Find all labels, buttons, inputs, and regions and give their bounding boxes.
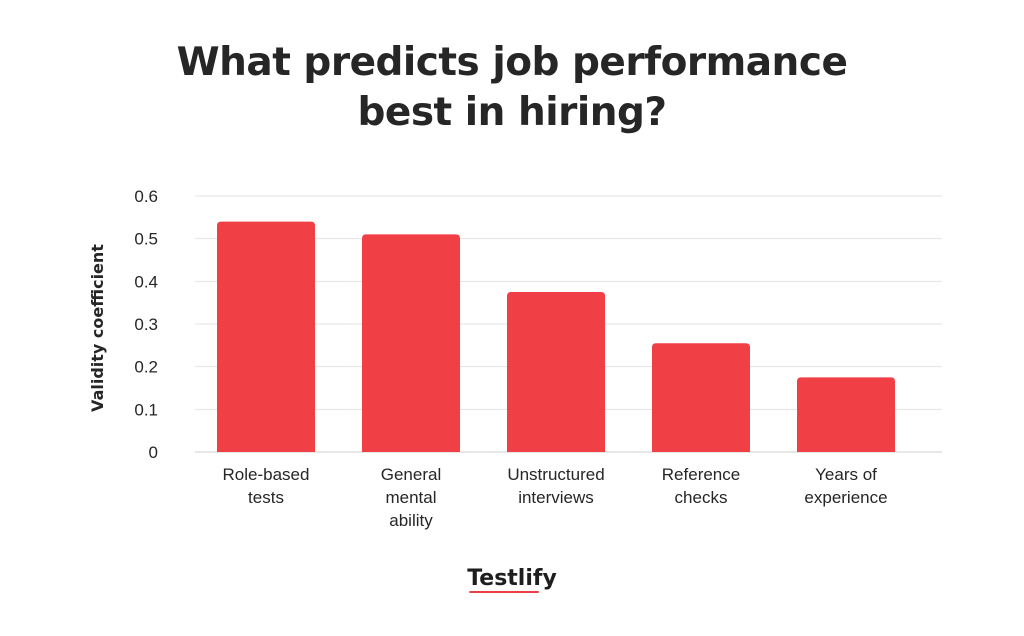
- x-tick-label: Unstructured interviews: [507, 465, 604, 507]
- x-tick-label: General mental ability: [381, 465, 441, 530]
- y-tick-label: 0.4: [134, 272, 158, 291]
- x-tick-label-line: General: [381, 465, 441, 484]
- x-tick-label-line: Years of: [815, 465, 877, 484]
- x-tick-label-line: Unstructured: [507, 465, 604, 484]
- bar: [652, 343, 750, 452]
- x-tick-label: Role-based tests: [223, 465, 310, 507]
- title-line-1: What predicts job performance: [176, 40, 848, 85]
- brand-name-text: Testlify: [467, 566, 557, 591]
- title-line-2: best in hiring?: [357, 90, 667, 135]
- x-tick-label-line: Reference: [662, 465, 740, 484]
- y-tick-label: 0: [149, 443, 158, 462]
- y-tick-label: 0.3: [134, 315, 158, 334]
- x-tick-label-line: tests: [248, 488, 284, 507]
- brand-logo: Testlify: [0, 566, 1024, 595]
- page-title: What predicts job performance best in hi…: [0, 38, 1024, 138]
- x-tick-label-line: checks: [675, 488, 728, 507]
- y-axis-label: Validity coefficient: [88, 244, 107, 412]
- bar: [797, 377, 895, 452]
- y-tick-label: 0.6: [134, 187, 158, 206]
- x-tick-label-line: mental: [385, 488, 436, 507]
- x-tick-label-line: Role-based: [223, 465, 310, 484]
- y-tick-label: 0.5: [134, 230, 158, 249]
- x-tick-label-line: experience: [804, 488, 887, 507]
- y-tick-label: 0.2: [134, 358, 158, 377]
- x-tick-label: Years of experience: [804, 465, 887, 507]
- x-tick-label-line: interviews: [518, 488, 594, 507]
- bar: [507, 292, 605, 452]
- x-tick-label-line: ability: [389, 511, 433, 530]
- y-tick-label: 0.1: [134, 400, 158, 419]
- bar: [217, 221, 315, 452]
- bar-chart: 0 0.1 0.2 0.3 0.4 0.5 0.6 Validity coefficient R…: [88, 187, 942, 530]
- x-tick-label: Reference checks: [662, 465, 740, 507]
- bar: [362, 234, 460, 452]
- brand-underline: [469, 591, 539, 593]
- brand-name: Testlify: [467, 566, 557, 595]
